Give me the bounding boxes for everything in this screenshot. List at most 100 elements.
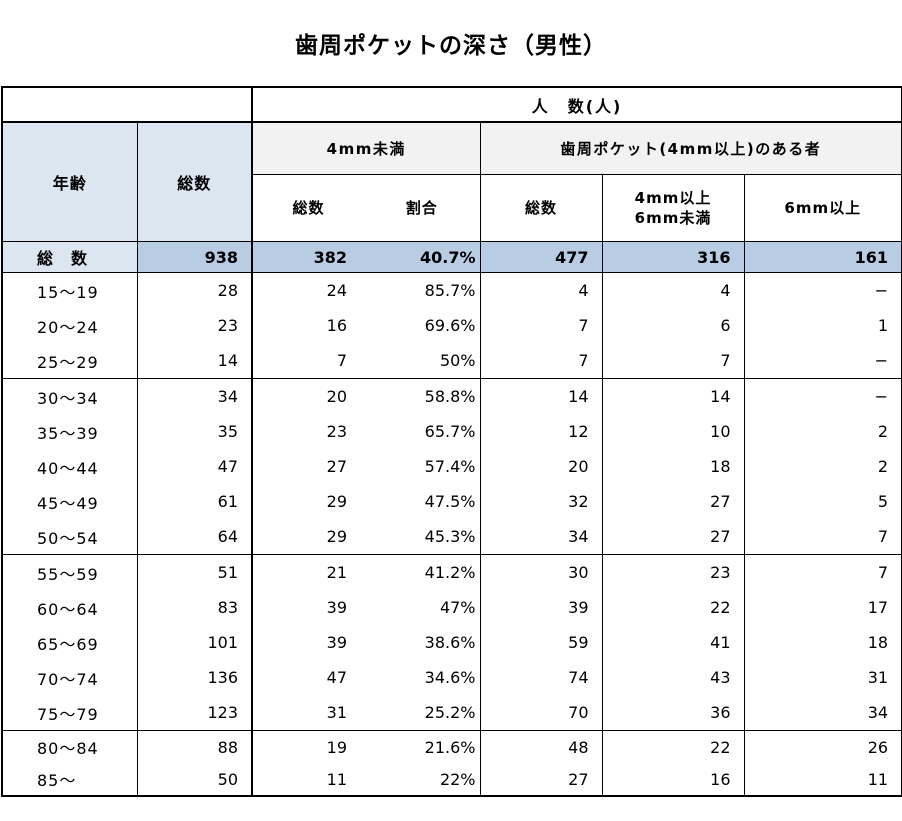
table-row: 75〜79 123 31 25.2% 70 36 34 (2, 695, 902, 731)
value-cell: 30 (479, 554, 602, 590)
header-person-count: 人 数(人) (250, 87, 902, 123)
value-cell: 47 (136, 449, 252, 484)
value-cell: 47% (439, 598, 476, 617)
header-row-count: 人 数(人) (2, 87, 902, 123)
table-row: 15〜19 28 24 85.7% 4 4− (2, 272, 902, 308)
value-cell: 48 (479, 730, 602, 763)
value-cell: 21 (251, 554, 364, 590)
header-row-groups: 年齢 総数 4mm未満 歯周ポケット(4mm以上)のある者 (2, 122, 902, 242)
age-label-cell: 80〜84 (2, 730, 137, 763)
value-cell: 22 (601, 730, 744, 763)
value-cell: 7 (251, 343, 364, 379)
age-label-cell: 15〜19 (2, 272, 137, 308)
value-cell: 17 (743, 590, 902, 625)
value-cell: 43 (601, 660, 744, 695)
age-label-cell: 60〜64 (37, 599, 99, 619)
age-label-cell: 70〜74 (37, 669, 99, 689)
value-cell: 31 (251, 695, 364, 731)
header-under-4mm: 4mm未満 (251, 122, 480, 175)
page-title: 歯周ポケットの深さ（男性） (295, 33, 607, 59)
value-cell: 7 (743, 519, 902, 555)
value-cell: 74 (479, 660, 602, 695)
value-cell: 23 (251, 414, 364, 449)
value-cell: 18 (743, 625, 902, 660)
value-cell: 59 (479, 625, 602, 660)
value-cell: 85.7% (364, 272, 480, 308)
subheader-4mm-to-6mm-line2: 6mm未満 (634, 209, 712, 227)
value-cell: 6 (601, 308, 744, 343)
table-row: 35〜39 35 23 65.7% 12 10 2 (2, 414, 902, 449)
value-cell: − (743, 343, 902, 379)
value-cell: 14 (136, 343, 252, 379)
value-cell: 22 (601, 590, 744, 625)
subheader-4mm-to-6mm: 4mm以上 6mm未満 (601, 174, 744, 242)
value-cell: 14 (479, 378, 602, 414)
table-row: 65〜69 101 39 38.6% 59 41 18 (2, 625, 902, 660)
table-row: 40〜44 47 27 57.4% 20 18 2 (2, 449, 902, 484)
value-cell: − (743, 272, 902, 308)
value-cell: 50 (136, 763, 252, 796)
value-cell: 26 (743, 730, 902, 763)
age-label-cell: 55〜59 (2, 554, 137, 590)
age-label-cell: 50〜54 (37, 528, 99, 548)
value-cell: 69.6% (424, 316, 476, 335)
periodontal-pocket-table: 人 数(人) 年齢 総数 4mm未満 歯周ポケット(4mm以上)のある者 総数 … (1, 86, 902, 797)
value-cell: 45.3% (424, 527, 476, 546)
value-cell: 938 (136, 241, 252, 273)
age-label-cell: 35〜39 (37, 423, 99, 443)
table-row: 80〜84 88 19 21.6% 48 22 26 (2, 730, 902, 763)
value-cell: 7 (479, 308, 602, 343)
table-row: 55〜59 51 21 41.2% 30 23 7 (2, 554, 902, 590)
value-cell: 32 (479, 484, 602, 519)
value-cell: 7 (479, 343, 602, 379)
value-cell: 34 (136, 378, 252, 414)
value-cell: 19 (251, 730, 364, 763)
value-cell: − (743, 378, 902, 414)
age-label-cell: 75〜79 (37, 704, 99, 724)
subheader-under4mm-ratio: 割合 (364, 174, 480, 242)
value-cell: 101 (136, 625, 252, 660)
value-cell: 27 (601, 519, 744, 555)
value-cell: 123 (136, 695, 252, 731)
value-cell: 11 (251, 763, 364, 796)
table-row: 30〜34 34 20 58.8% 14 14− (2, 378, 902, 414)
header-row-subcolumns: 総数 割合 総数 4mm以上 6mm未満 6mm以上 (2, 174, 902, 242)
table-row: 45〜49 61 29 47.5% 32 27 5 (2, 484, 902, 519)
value-cell: 29 (251, 519, 364, 555)
header-pocket-4mm-or-more: 歯周ポケット(4mm以上)のある者 (479, 122, 902, 175)
value-cell: 65.7% (424, 422, 476, 441)
value-cell: 61 (136, 484, 252, 519)
subheader-6mm-or-more: 6mm以上 (743, 174, 902, 242)
value-cell: 1 (743, 308, 902, 343)
table-row: 60〜64 83 39 47% 39 22 17 (2, 590, 902, 625)
value-cell: 16 (251, 308, 364, 343)
value-cell: 12 (479, 414, 602, 449)
table-body: 総 数 938 382 40.7% 477 316 161 15〜19 28 24 85.7% 4 4−… (2, 241, 902, 796)
value-cell: 47.5% (424, 492, 476, 511)
value-cell: 88 (136, 730, 252, 763)
table-row: 20〜24 23 16 69.6% 7 6 1 (2, 308, 902, 343)
header-total: 総数 (136, 122, 252, 242)
corner-empty-cell (2, 87, 252, 123)
value-cell: 51 (136, 554, 252, 590)
value-cell: 70 (479, 695, 602, 731)
age-label-cell: 20〜24 (37, 317, 99, 337)
subheader-pocket-total: 総数 (479, 174, 602, 242)
value-cell: 7 (743, 554, 902, 590)
value-cell: 23 (136, 308, 252, 343)
value-cell: 23 (601, 554, 744, 590)
value-cell: 31 (743, 660, 902, 695)
value-cell: 382 (251, 241, 364, 273)
value-cell: 136 (136, 660, 252, 695)
age-label-cell: 65〜69 (37, 634, 99, 654)
value-cell: 34 (743, 695, 902, 731)
table-row: 70〜74 136 47 34.6% 74 43 31 (2, 660, 902, 695)
header-age: 年齢 (2, 122, 137, 242)
value-cell: 22% (439, 769, 476, 789)
value-cell: 39 (479, 590, 602, 625)
value-cell: 39 (251, 590, 364, 625)
value-cell: 2 (743, 449, 902, 484)
age-label-cell: 85〜 (37, 771, 77, 790)
value-cell: 477 (479, 241, 602, 273)
subheader-4mm-to-6mm-line1: 4mm以上 (634, 188, 712, 207)
